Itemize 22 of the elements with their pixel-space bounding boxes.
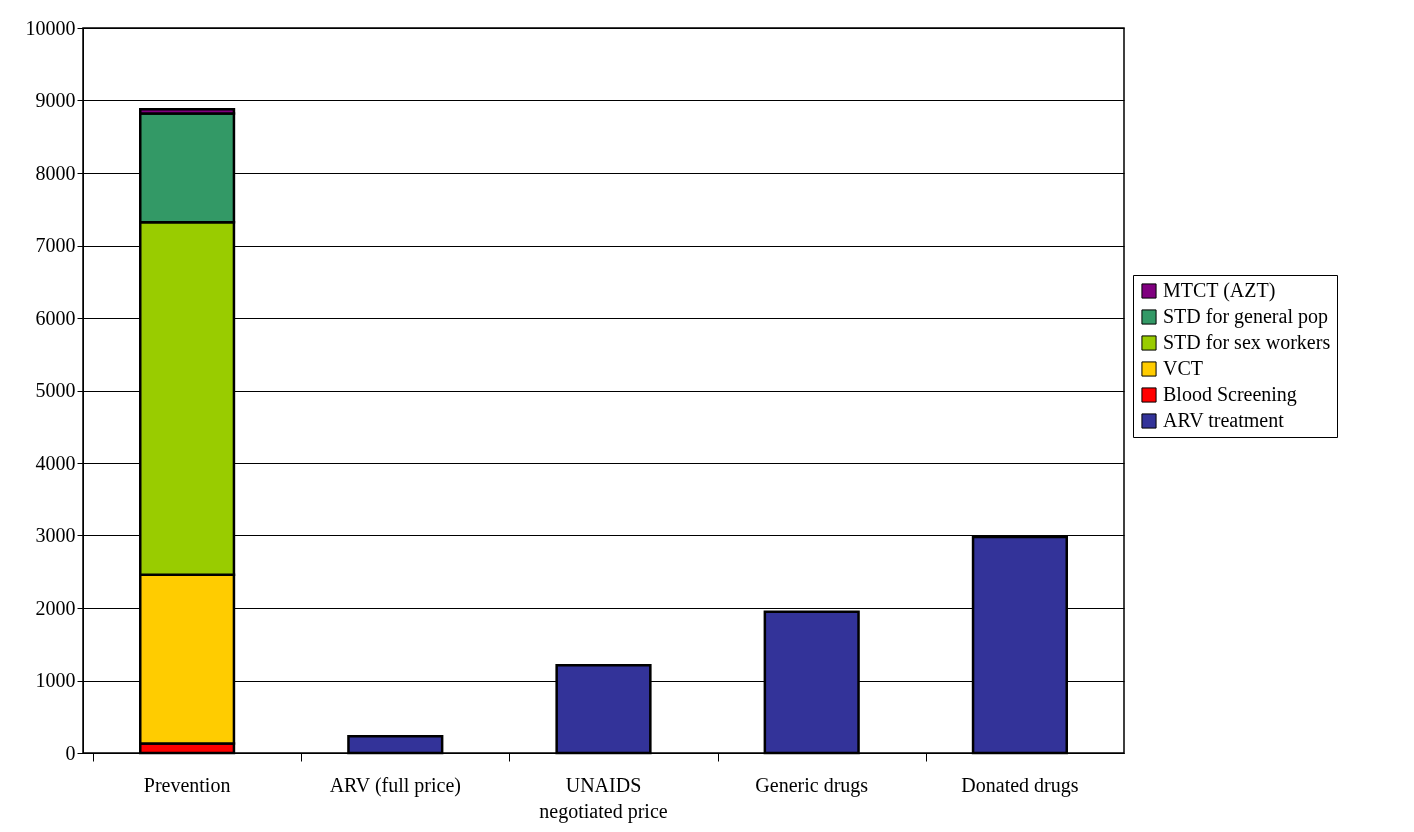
y-tick-label: 7000 <box>35 234 76 256</box>
y-tick-label: 1000 <box>35 669 76 691</box>
legend-label: Blood Screening <box>1163 383 1297 406</box>
y-tick-label: 2000 <box>35 596 76 619</box>
x-tick-label: ARV (full price) <box>329 773 461 797</box>
legend-label: STD for sex workers <box>1163 331 1331 353</box>
y-tick-label: 5000 <box>35 379 76 401</box>
legend-label: ARV treatment <box>1163 409 1285 431</box>
legend-label: MTCT (AZT) <box>1163 279 1276 302</box>
y-tick-label: 4000 <box>35 451 76 474</box>
legend-label: STD for general pop <box>1163 305 1328 328</box>
y-tick-label: 3000 <box>35 524 76 546</box>
x-tick-label: Generic drugs <box>755 773 869 797</box>
y-tick-label: 6000 <box>35 306 76 329</box>
y-tick-label: 10000 <box>25 16 76 39</box>
y-tick-label: 8000 <box>35 161 76 184</box>
y-tick-label: 9000 <box>35 89 76 111</box>
x-tick-label: UNAIDS negotiated price <box>539 773 668 823</box>
legend-label: VCT <box>1163 357 1203 379</box>
x-tick-label: Prevention <box>143 773 231 796</box>
x-tick-label: Donated drugs <box>961 773 1079 797</box>
y-tick-label: 0 <box>65 741 76 764</box>
